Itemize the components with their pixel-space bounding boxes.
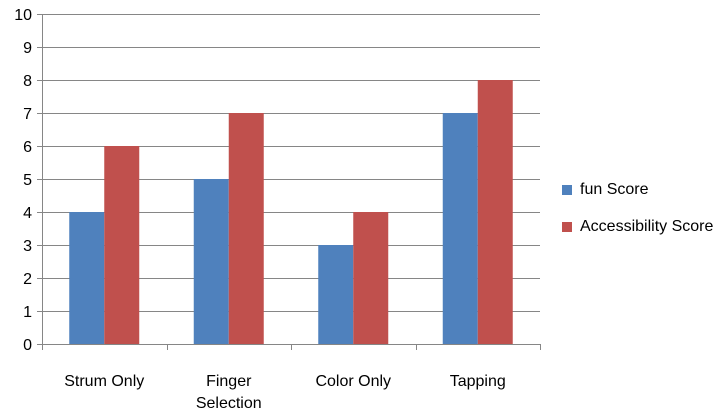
bar-fun-score <box>318 245 354 344</box>
bar-accessibility-score <box>228 113 264 344</box>
x-tick-label: Color Only <box>315 373 391 390</box>
x-tick-label: Finger Selection <box>196 373 262 412</box>
y-tick-label: 4 <box>23 205 32 222</box>
y-axis-tick-labels: 0 1 2 3 4 5 6 7 8 9 10 <box>14 7 32 354</box>
legend-swatch-accessibility-score <box>562 222 572 232</box>
x-tick-label: Strum Only <box>64 373 144 390</box>
bar-fun-score <box>442 113 478 344</box>
bar-fun-score <box>69 212 105 344</box>
y-tick-label: 6 <box>23 139 32 156</box>
y-tick-label: 10 <box>14 7 32 24</box>
y-tick-label: 8 <box>23 73 32 90</box>
legend-item-fun-score: fun Score <box>562 180 713 200</box>
y-tick-label: 2 <box>23 271 32 288</box>
axes <box>37 14 541 350</box>
legend-label-fun-score: fun Score <box>580 181 649 198</box>
y-tick-label: 3 <box>23 238 32 255</box>
bar-accessibility-score <box>477 80 513 344</box>
y-tick-label: 7 <box>23 106 32 123</box>
legend-swatch-fun-score <box>562 185 572 195</box>
bar-accessibility-score <box>353 212 389 344</box>
bar-fun-score <box>193 179 229 344</box>
bars <box>69 80 513 344</box>
legend-item-accessibility-score: Accessibility Score <box>562 217 713 237</box>
y-tick-label: 9 <box>23 40 32 57</box>
legend: fun Score Accessibility Score <box>562 180 713 254</box>
legend-label-accessibility-score: Accessibility Score <box>580 218 714 235</box>
bar-accessibility-score <box>104 146 140 344</box>
y-tick-label: 1 <box>23 304 32 321</box>
y-tick-label: 0 <box>23 337 32 354</box>
x-axis-tick-labels: Strum Only Finger Selection Color Only Tappi… <box>64 373 506 412</box>
x-tick-label: Tapping <box>450 373 506 390</box>
y-tick-label: 5 <box>23 172 32 189</box>
